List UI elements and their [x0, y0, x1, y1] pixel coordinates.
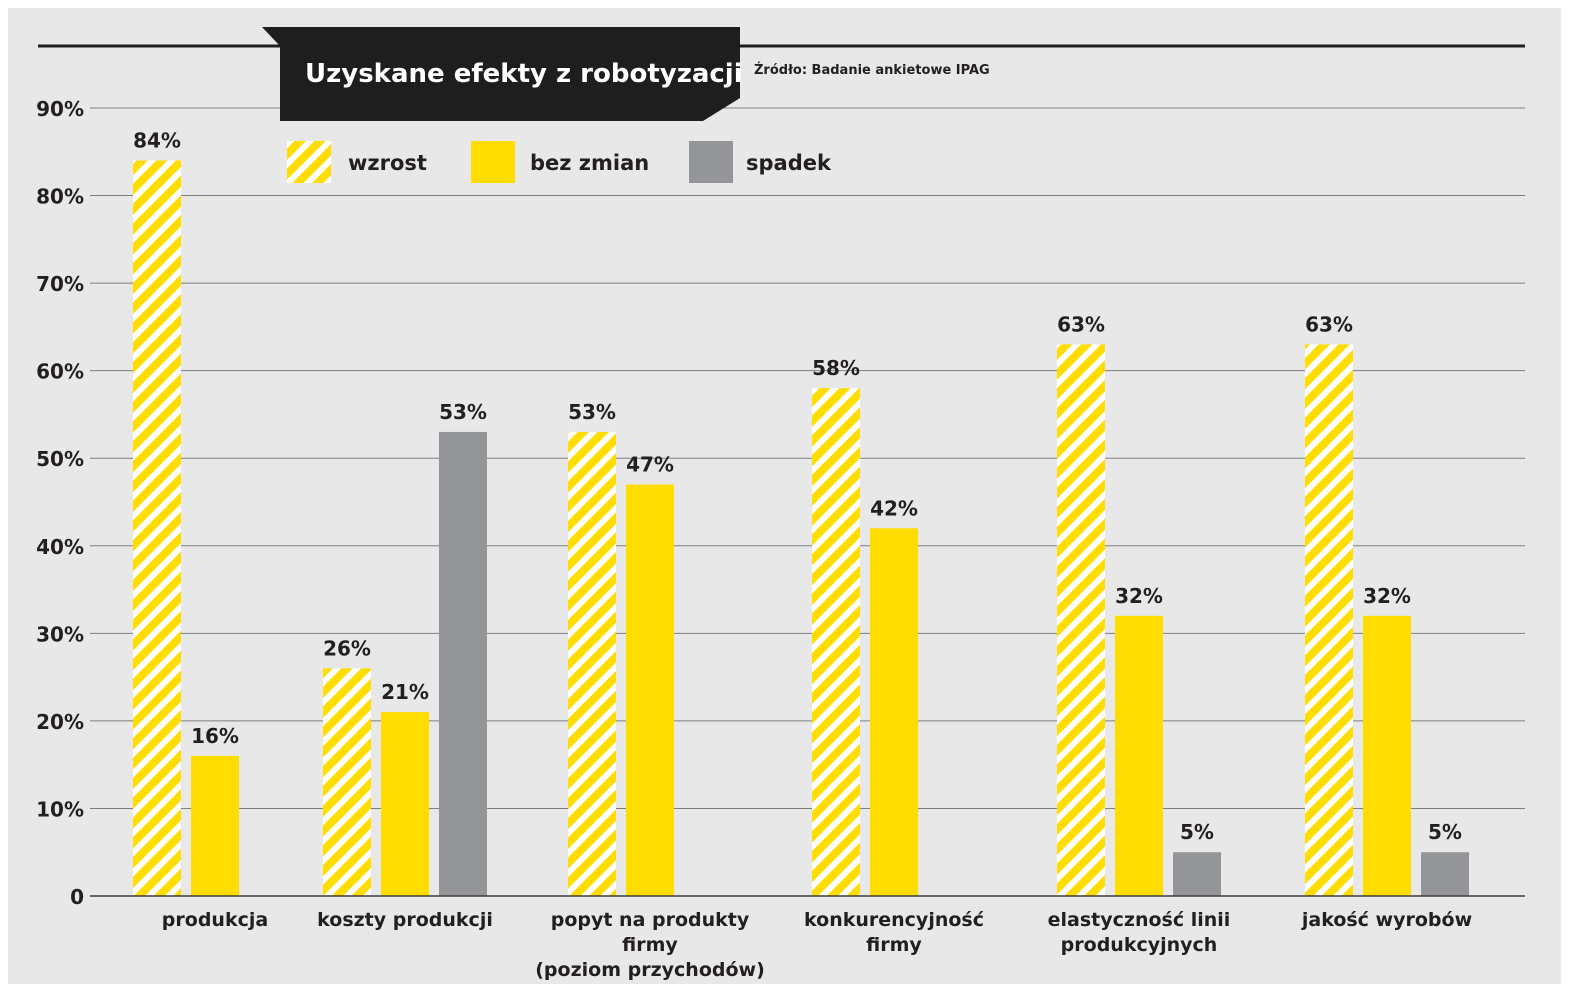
y-tick-label: 30%	[36, 622, 84, 646]
bar-wzrost	[133, 160, 181, 897]
bar-bez-zmian	[1363, 615, 1411, 896]
x-category-label: jakość wyrobów	[1301, 909, 1472, 931]
bar-spadek	[1173, 852, 1221, 896]
legend-swatch-spadek	[689, 141, 733, 183]
x-category-label: produkcja	[162, 909, 268, 931]
chart-title: Uzyskane efekty z robotyzacji	[305, 59, 743, 89]
x-category-label: elastyczność linii	[1048, 909, 1231, 931]
data-labels: 84% 26% 53% 58% 63% 63% 16% 21% 47% 42% 32% 32% 53% 5…	[133, 129, 1462, 845]
y-tick-label: 70%	[36, 272, 84, 296]
data-label: 16%	[191, 724, 239, 748]
bar-bez-zmian	[870, 528, 918, 896]
bar-spadek	[439, 431, 487, 896]
x-category-label: produkcyjnych	[1061, 934, 1218, 956]
y-tick-label: 40%	[36, 535, 84, 559]
data-label: 58%	[812, 356, 860, 380]
x-category-label: firmy	[866, 934, 922, 956]
data-label: 26%	[323, 636, 371, 660]
bar-bez-zmian	[381, 712, 429, 896]
axes: 0 10% 20% 30% 40% 50% 60% 70% 80% 90% produkcja kos…	[36, 97, 1525, 981]
data-label: 21%	[381, 680, 429, 704]
bar-wzrost	[1305, 344, 1353, 896]
x-category-label: koszty produkcji	[317, 909, 493, 931]
x-category-label: konkurencyjność	[804, 909, 984, 931]
legend-swatch-bez-zmian	[471, 141, 515, 183]
legend-label-spadek: spadek	[746, 151, 832, 175]
data-label: 5%	[1428, 820, 1462, 844]
header: Uzyskane efekty z robotyzacji Źródło: Ba…	[38, 27, 1525, 121]
title-banner	[262, 27, 740, 121]
data-label: 53%	[568, 400, 616, 424]
data-label: 84%	[133, 129, 181, 153]
data-label: 63%	[1305, 312, 1353, 336]
bar-bez-zmian	[191, 755, 239, 896]
y-tick-label: 10%	[36, 797, 84, 821]
y-tick-label: 90%	[36, 97, 84, 121]
data-label: 5%	[1180, 820, 1214, 844]
y-tick-label: 0	[70, 885, 84, 909]
bar-wzrost	[1057, 344, 1105, 896]
bar-wzrost	[323, 668, 371, 896]
bar-spadek	[1421, 852, 1469, 896]
data-label: 32%	[1115, 584, 1163, 608]
data-label: 53%	[439, 400, 487, 424]
bar-bez-zmian	[1115, 615, 1163, 896]
source-note: Źródło: Badanie ankietowe IPAG	[754, 62, 990, 78]
bar-wzrost	[812, 388, 860, 896]
data-label: 42%	[870, 496, 918, 520]
legend-swatch-wzrost	[287, 141, 331, 183]
y-tick-label: 20%	[36, 710, 84, 734]
legend-label-wzrost: wzrost	[348, 151, 427, 175]
bar-bez-zmian	[626, 484, 674, 896]
x-category-label: (poziom przychodów)	[535, 959, 765, 981]
chart-background	[8, 8, 1561, 984]
legend: wzrost bez zmian spadek	[287, 141, 832, 183]
legend-label-bez-zmian: bez zmian	[530, 151, 649, 175]
data-label: 47%	[626, 452, 674, 476]
bar-wzrost	[568, 431, 616, 896]
x-category-label: popyt na produkty	[551, 909, 750, 931]
bars	[133, 160, 1469, 897]
y-tick-label: 50%	[36, 447, 84, 471]
x-category-label: firmy	[622, 934, 678, 956]
data-label: 63%	[1057, 312, 1105, 336]
y-tick-label: 80%	[36, 185, 84, 209]
data-label: 32%	[1363, 584, 1411, 608]
y-tick-label: 60%	[36, 360, 84, 384]
